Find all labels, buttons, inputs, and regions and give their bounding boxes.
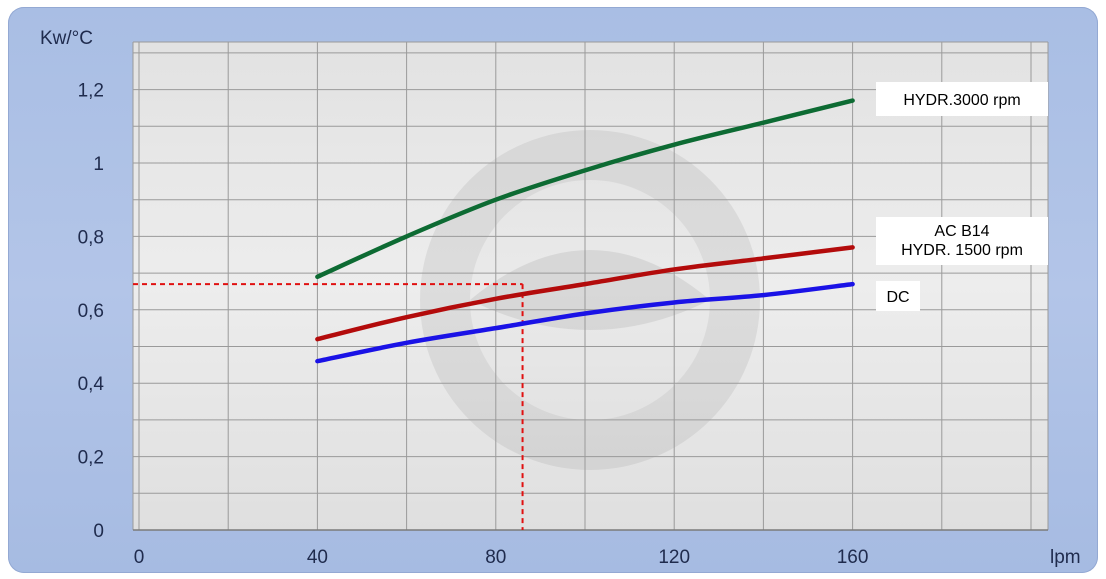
series-label-text: DC xyxy=(886,289,909,306)
series-label: HYDR.3000 rpm xyxy=(876,82,1048,116)
emmegi-watermark-logo xyxy=(420,130,760,470)
x-tick-label: 40 xyxy=(307,547,328,568)
series-line xyxy=(315,281,855,364)
grid xyxy=(132,41,1049,531)
axes: 0 0,2 0,4 0,6 0,8 1 1,2 0 40 80 120 160 Kw/°C lpm xyxy=(40,28,1081,568)
x-tick-label: 80 xyxy=(485,547,506,568)
series-label: DC xyxy=(876,281,920,311)
series-label-text: HYDR.3000 rpm xyxy=(903,92,1020,109)
series-label-box xyxy=(876,82,1048,116)
series-label-text: AC B14 xyxy=(934,223,989,240)
y-tick-label: 0,2 xyxy=(78,448,104,469)
series-label: AC B14 HYDR. 1500 rpm xyxy=(876,217,1048,265)
y-tick-label: 0,4 xyxy=(78,374,105,395)
x-tick-label: 120 xyxy=(658,547,690,568)
series-label-box xyxy=(876,217,1048,265)
series-line xyxy=(315,98,855,280)
y-axis-label: Kw/°C xyxy=(40,28,93,49)
series-lines xyxy=(315,98,855,364)
series-labels: HYDR.3000 rpm AC B14 HYDR. 1500 rpm DC xyxy=(876,82,1048,311)
x-tick-label: 0 xyxy=(134,547,145,568)
series-line xyxy=(315,245,855,342)
y-tick-label: 1 xyxy=(93,154,104,175)
series-label-text: HYDR. 1500 rpm xyxy=(901,242,1023,259)
y-tick-label: 0,8 xyxy=(78,227,104,248)
y-tick-label: 0 xyxy=(93,521,104,542)
y-tick-label: 0,6 xyxy=(78,301,104,322)
y-tick-label: 1,2 xyxy=(78,81,104,102)
x-tick-label: 160 xyxy=(837,547,869,568)
x-axis-label: lpm xyxy=(1050,547,1081,568)
series-label-box xyxy=(876,281,920,311)
